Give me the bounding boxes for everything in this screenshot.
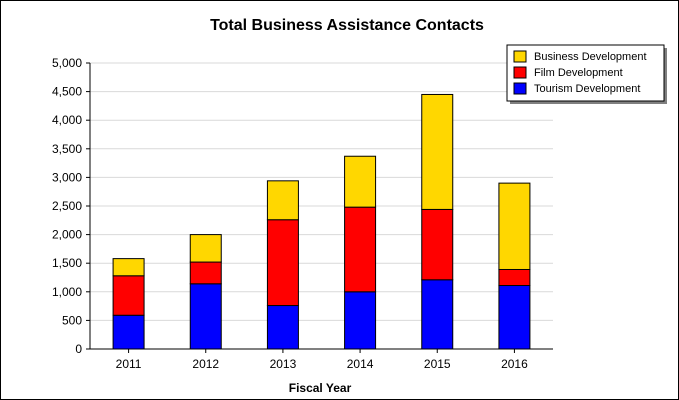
- bar-2014-business-development: [344, 155, 377, 208]
- y-tick-label-4000: 4,000: [52, 113, 82, 127]
- x-tick-label-2011: 2011: [116, 357, 142, 371]
- y-tick-label-0: 0: [75, 342, 82, 356]
- bar-2012-tourism-development: [189, 283, 222, 350]
- bar-2015-film-development: [421, 208, 454, 281]
- x-tick-label-2012: 2012: [192, 357, 219, 371]
- bar-2014-film-development: [344, 206, 377, 293]
- y-tick-label-1500: 1,500: [52, 256, 82, 270]
- bar-2013-film-development: [266, 219, 299, 307]
- legend-swatch-film-development: [513, 66, 527, 79]
- bar-2016-film-development: [498, 268, 531, 287]
- bar-2015-business-development: [421, 93, 454, 210]
- y-tick-label-2500: 2,500: [52, 199, 82, 213]
- bar-2013-business-development: [266, 180, 299, 221]
- x-axis-ticks: 2011 2012 2013 2014 2015 2016: [116, 349, 528, 371]
- legend: Business Development Film Development Tour…: [506, 44, 667, 104]
- x-axis-label: Fiscal Year: [289, 381, 352, 395]
- legend-label-film-development: Film Development: [534, 67, 623, 79]
- bars-group: [112, 93, 531, 350]
- bar-2014-tourism-development: [344, 291, 377, 350]
- legend-label-business-development: Business Development: [534, 51, 647, 63]
- y-tick-label-500: 500: [62, 313, 82, 327]
- gridlines: [90, 62, 553, 321]
- legend-box: [506, 44, 665, 102]
- legend-swatch-business-development: [513, 50, 527, 63]
- y-axis-ticks: 0 500 1,000 1,500 2,000 2,500 3,000 3,500 4,000 4…: [52, 56, 90, 356]
- y-tick-label-3500: 3,500: [52, 142, 82, 156]
- x-tick-label-2015: 2015: [424, 357, 451, 371]
- bar-2016-business-development: [498, 182, 531, 270]
- legend-label-tourism-development: Tourism Development: [534, 83, 640, 95]
- bar-2011-film-development: [112, 275, 145, 316]
- legend-swatch-tourism-development: [513, 82, 527, 95]
- bar-2016-tourism-development: [498, 285, 531, 350]
- bar-2012-film-development: [189, 261, 222, 285]
- bar-2012-business-development: [189, 234, 222, 263]
- x-tick-label-2013: 2013: [270, 357, 297, 371]
- bar-2011-tourism-development: [112, 314, 145, 350]
- y-tick-label-4500: 4,500: [52, 85, 82, 99]
- x-tick-label-2014: 2014: [347, 357, 374, 371]
- y-tick-label-1000: 1,000: [52, 285, 82, 299]
- y-tick-label-3000: 3,000: [52, 170, 82, 184]
- bar-2011-business-development: [112, 258, 145, 277]
- y-tick-label-5000: 5,000: [52, 56, 82, 70]
- bar-2013-tourism-development: [266, 305, 299, 350]
- x-tick-label-2016: 2016: [501, 357, 528, 371]
- bar-2015-tourism-development: [421, 279, 454, 350]
- chart-title: Total Business Assistance Contacts: [210, 17, 484, 34]
- y-tick-label-2000: 2,000: [52, 228, 82, 242]
